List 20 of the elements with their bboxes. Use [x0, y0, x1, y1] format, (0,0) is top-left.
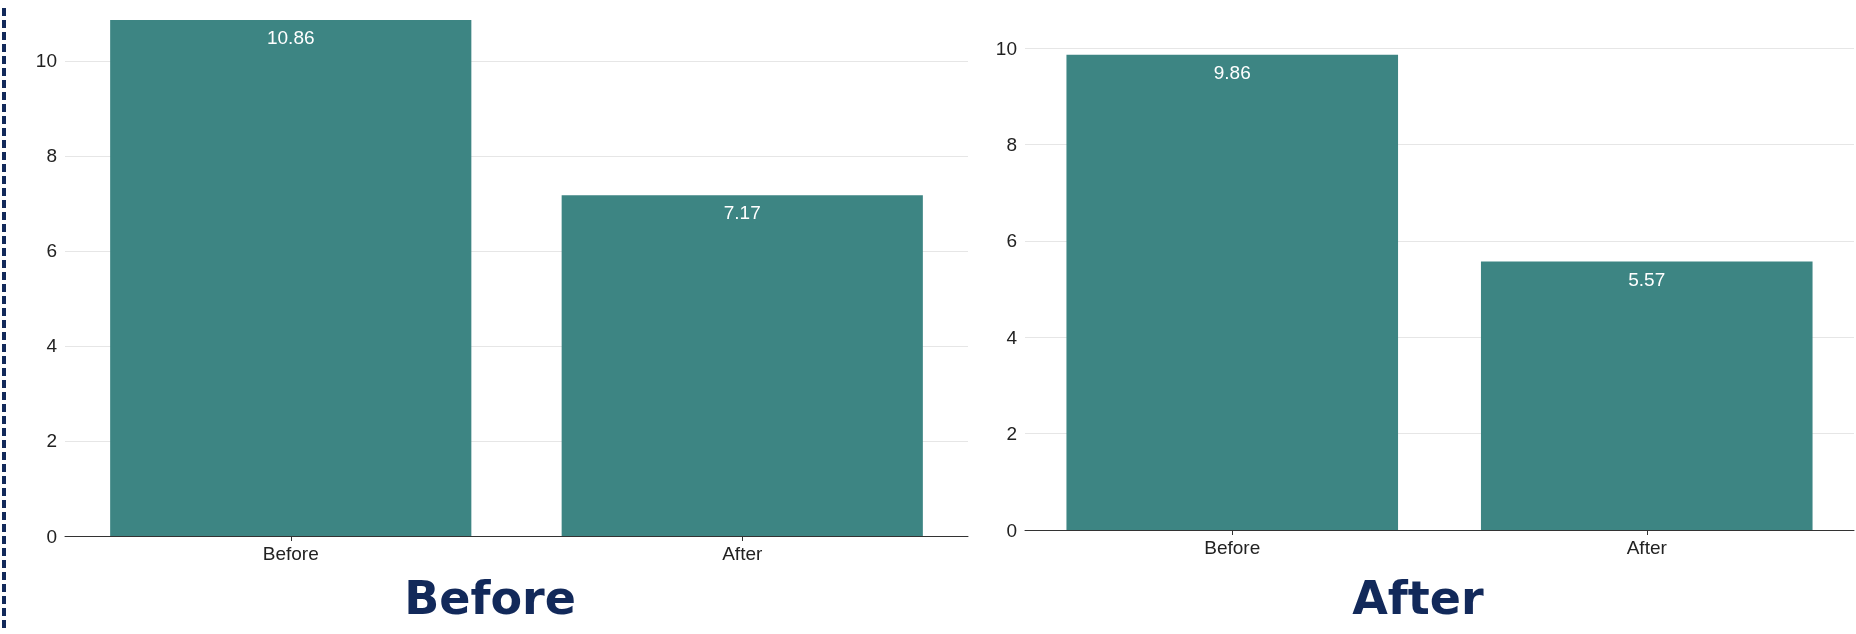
- y-tick-label: 8: [46, 145, 57, 167]
- y-tick-label: 10: [35, 50, 57, 72]
- y-tick-label: 2: [1006, 423, 1017, 445]
- y-tick-label: 4: [1006, 326, 1018, 348]
- y-tick-label: 0: [1006, 519, 1017, 541]
- x-tick-label: After: [1626, 537, 1668, 558]
- y-tick-label: 0: [46, 525, 57, 547]
- x-tick-label: Before: [1204, 537, 1261, 558]
- x-tick-label: Before: [262, 543, 319, 564]
- data-label: 7.17: [723, 202, 761, 224]
- y-tick-label: 6: [1006, 230, 1017, 252]
- data-label: 5.57: [1628, 268, 1666, 290]
- data-label: 9.86: [1213, 61, 1251, 83]
- data-label: 10.86: [266, 27, 315, 48]
- x-tick-label: After: [722, 543, 763, 564]
- y-tick-label: 8: [1006, 133, 1017, 155]
- y-tick-label: 2: [46, 430, 57, 452]
- y-tick-label: 10: [995, 37, 1017, 59]
- y-tick-label: 6: [46, 240, 57, 262]
- y-tick-label: 4: [46, 335, 58, 357]
